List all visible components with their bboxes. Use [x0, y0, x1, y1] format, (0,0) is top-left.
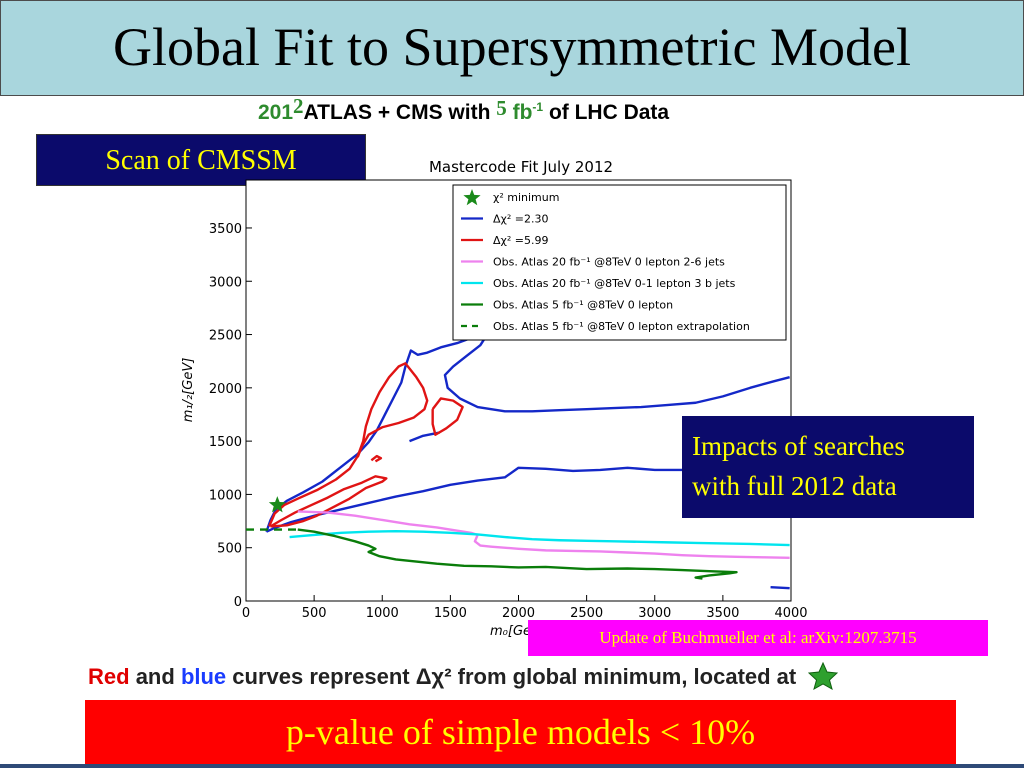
x-tick-label: 1000: [366, 606, 399, 621]
legend-star-marker: [463, 189, 481, 206]
update-reference-box: Update of Buchmueller et al: arXiv:1207.…: [528, 620, 988, 656]
y-tick-label: 3000: [209, 275, 242, 290]
chart: Mastercode Fit July 2012 0 500 1000 1500 200…: [181, 158, 808, 639]
pvalue-box: p-value of simple models < 10%: [85, 700, 956, 764]
x-tick-label: 3000: [638, 606, 671, 621]
series-layer: [246, 335, 790, 590]
series-line-3-segment-0: [289, 529, 790, 547]
subtitle-lumi: 5: [496, 96, 507, 120]
x-tick-label: 2000: [502, 606, 535, 621]
caption-blue-word: blue: [180, 664, 227, 689]
bottom-rule: [0, 764, 1024, 768]
caption-star-icon: [808, 661, 839, 691]
scan-label-box: Scan of CMSSM: [36, 134, 366, 186]
series-line-4-segment-0: [297, 528, 738, 580]
y-tick-label: 3500: [209, 222, 242, 237]
series-line-1-segment-2: [269, 475, 388, 528]
slide-title: Global Fit to Supersymmetric Model: [113, 17, 911, 77]
subtitle-end: of LHC Data: [548, 101, 670, 124]
legend-label: Δχ² =2.30: [493, 213, 549, 226]
impacts-label-box: Impacts of searches with full 2012 data: [682, 416, 974, 518]
y-tick-label: 500: [217, 542, 242, 557]
legend-label: Obs. Atlas 20 fb⁻¹ @8TeV 0 lepton 2-6 je…: [493, 256, 725, 269]
x-tick-label: 3500: [706, 606, 739, 621]
title-bar: Global Fit to Supersymmetric Model: [0, 0, 1024, 96]
caption-rest: curves represent Δχ² from global minimum…: [232, 664, 797, 689]
caption-and: and: [135, 664, 175, 689]
legend-label: Δχ² =5.99: [493, 234, 549, 247]
legend-label: Obs. Atlas 5 fb⁻¹ @8TeV 0 lepton extrapo…: [493, 320, 750, 333]
chart-title: Mastercode Fit July 2012: [429, 158, 613, 176]
legend-label: Obs. Atlas 20 fb⁻¹ @8TeV 0-1 lepton 3 b …: [493, 277, 736, 290]
series-line-1-segment-1: [431, 397, 464, 436]
y-axis-label: m₁/₂[GeV]: [181, 358, 196, 423]
subtitle-year-digit: 2: [293, 94, 304, 118]
x-axis-ticks: 0 500 1000 1500 2000 2500 3000 3500 4000: [242, 595, 808, 621]
subtitle: 2012ATLAS + CMS with 5 fb-1 of LHC Data: [258, 94, 670, 130]
impacts-line-1: Impacts of searches: [692, 431, 905, 461]
x-tick-label: 2500: [570, 606, 603, 621]
subtitle-year-part: 201: [258, 101, 294, 124]
impacts-line-2: with full 2012 data: [692, 471, 897, 501]
series-line-1-segment-3: [370, 454, 383, 463]
x-tick-label: 500: [302, 606, 327, 621]
x-tick-label: 0: [242, 606, 250, 621]
y-tick-label: 2500: [209, 329, 242, 344]
legend-box: [452, 184, 787, 341]
y-tick-label: 1000: [209, 488, 242, 503]
series-line-0-segment-3: [770, 585, 790, 590]
x-axis-label: m₀[Ge: [490, 624, 531, 639]
legend: χ² minimum Δχ² =2.30 Δχ² =5.99 Obs. Atlas 2…: [452, 184, 787, 341]
y-tick-label: 1500: [209, 435, 242, 450]
y-tick-label: 0: [234, 595, 242, 610]
series-line-2-segment-0: [297, 510, 790, 560]
y-tick-label: 2000: [209, 382, 242, 397]
chi2-minimum-star: [268, 496, 286, 513]
legend-label: Obs. Atlas 5 fb⁻¹ @8TeV 0 lepton: [493, 299, 673, 312]
x-tick-label: 1500: [434, 606, 467, 621]
subtitle-unit: fb-1: [512, 100, 544, 124]
series-line-1-segment-0: [268, 362, 429, 527]
legend-label: χ² minimum: [493, 191, 559, 204]
caption-red-word: Red: [88, 664, 130, 689]
caption: Red and blue curves represent Δχ² from g…: [88, 661, 839, 691]
subtitle-text: ATLAS + CMS with: [303, 101, 491, 124]
y-axis-ticks: 0 500 1000 1500 2000 2500 3000 3500: [209, 222, 252, 610]
minimum-star: [268, 496, 286, 513]
x-tick-label: 4000: [774, 606, 807, 621]
